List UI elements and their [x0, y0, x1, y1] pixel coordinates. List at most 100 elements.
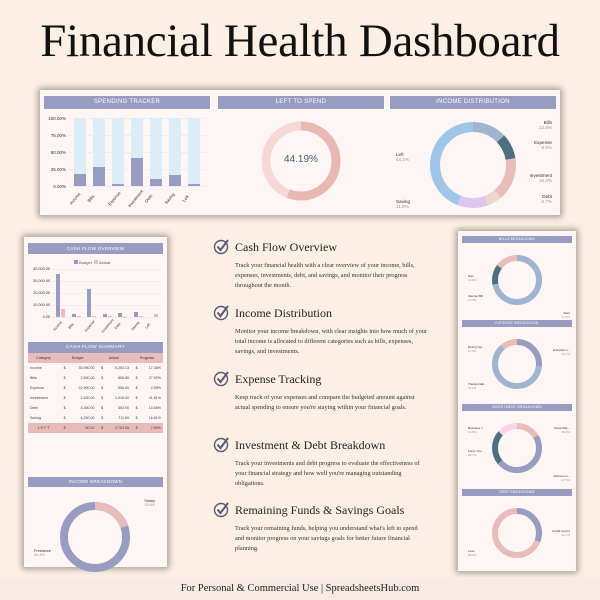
feature-item: Income Distribution Monitor your income b…: [213, 305, 428, 357]
expense-label: Entertainm... 26.7%: [552, 348, 570, 356]
feature-item: Investment & Debt Breakdown Track your in…: [213, 437, 428, 489]
table-row: Income $35,990.00 $6,254.13 $17.38%: [30, 366, 161, 370]
spend-bar-bg: [150, 118, 162, 186]
y-tick: 10,000.00: [33, 303, 50, 307]
col-actual: Actual: [96, 353, 131, 363]
freelance-label: Freelance 80.4%: [34, 549, 51, 557]
x-tick: Left: [181, 194, 190, 203]
expense-label: Transportati... 62.0%: [468, 382, 487, 390]
bills-breakdown-header: BILLS BREAKDOWN: [462, 236, 572, 243]
x-tick: Saving: [163, 191, 176, 206]
income-distribution-donut: [430, 122, 516, 208]
spending-tracker-header: SPENDING TRACKER: [44, 96, 210, 109]
spending-tracker-chart: 100.00% 75.00% 50.00% 25.00% 0.00% Income Bill…: [44, 116, 210, 211]
col-progress: Progress: [130, 353, 163, 363]
spend-bar-bg: [188, 118, 200, 186]
expense-breakdown-header: EXPENSE BREAKDOWN: [462, 320, 572, 327]
cash-flow-summary-header: CASH FLOW SUMMARY: [28, 342, 163, 353]
table-row: Expense $22,990.00 $596.00 $2.59%: [30, 386, 161, 390]
investment-label: Stock Mar... 16.3%: [554, 426, 570, 434]
top-dashboard-card: SPENDING TRACKER 100.00% 75.00% 50.00% 25.0…: [40, 90, 560, 215]
cash-flow-overview-chart: 40,000.00 30,000.00 20,000.00 10,000.00 0.00…: [28, 267, 163, 337]
feature-text: Monitor your income breakdown, with clea…: [235, 328, 428, 355]
bills-label: Rent 71.8%: [561, 311, 570, 319]
bills-breakdown-panel: BILLS BREAKDOWN Gas 14.9% Internet Bill 13.3…: [462, 236, 572, 319]
spend-bar: [131, 157, 143, 186]
feature-text: Track your financial health with a clear…: [235, 262, 415, 289]
y-tick: 20,000.00: [33, 291, 50, 295]
income-label-bills: Bills 12.9%: [538, 120, 552, 130]
feature-item: Cash Flow Overview Track your financial h…: [213, 239, 428, 291]
check-circle-icon: [213, 437, 229, 453]
x-tick: Expense: [107, 190, 122, 207]
overview-legend: Budget Actual: [74, 260, 110, 265]
cash-flow-summary: CASH FLOW SUMMARY Category Budget Actual…: [28, 342, 163, 433]
y-tick: 50.00%: [50, 150, 66, 155]
breakdowns-card: BILLS BREAKDOWN Gas 14.9% Internet Bill 13.3…: [458, 231, 576, 571]
income-label-investment: Investment 16.2%: [529, 173, 552, 183]
feature-title: Cash Flow Overview: [235, 240, 337, 254]
check-circle-icon: [213, 502, 229, 518]
bills-label: Gas 14.9%: [468, 274, 477, 282]
feature-title: Income Distribution: [235, 306, 332, 320]
x-tick: Bills: [86, 193, 96, 204]
spend-bar: [74, 174, 86, 186]
table-row: Saving $4,250.00 $711.69 $16.81%: [30, 416, 161, 420]
debt-breakdown-donut: [492, 508, 542, 558]
expense-breakdown-panel: EXPENSE BREAKDOWN Dining Out 11.3% Entertai…: [462, 320, 572, 400]
left-to-spend-header: LEFT TO SPEND: [218, 96, 384, 109]
investment-breakdown-donut: [492, 423, 542, 473]
table-row-total: L E F T $80.00 $2,763.65 $2.89%: [28, 423, 163, 433]
check-circle-icon: [213, 305, 229, 321]
x-tick: Income: [68, 191, 82, 206]
feature-title: Investment & Debt Breakdown: [235, 438, 386, 452]
left-to-spend-value: 44.19%: [284, 154, 318, 165]
feature-title: Remaining Funds & Savings Goals: [235, 503, 405, 517]
investment-label: Forex Tra... 22.7%: [468, 449, 484, 457]
y-tick: 100.00%: [48, 116, 66, 121]
x-tick: Investment: [126, 188, 145, 209]
income-breakdown-header: INCOME BREAKDOWN: [28, 477, 163, 487]
page-title: Financial Health Dashboard: [40, 15, 560, 67]
table-row: Debt $3,350.00 $353.90 $10.56%: [30, 406, 161, 410]
bills-label: Internet Bill 13.3%: [468, 294, 484, 302]
debt-breakdown-header: DEBT BREAKDOWN: [462, 489, 572, 496]
table-row: Investment $2,430.00 $1,016.00 $41.81%: [30, 396, 161, 400]
footer: For Personal & Commercial Use | Spreadsh…: [0, 577, 600, 600]
investment-breakdown-header: INVESTMENT BREAKDOWN: [462, 404, 572, 411]
spend-bar-bg: [74, 118, 86, 186]
income-breakdown-donut: [60, 502, 130, 572]
feature-item: Expense Tracking Keep track of your expen…: [213, 371, 428, 413]
y-tick: 0.00%: [53, 184, 66, 189]
spending-tracker-panel: SPENDING TRACKER 100.00% 75.00% 50.00% 25.0…: [44, 96, 210, 208]
income-label-debt: Debt 5.7%: [541, 194, 552, 204]
cash-flow-summary-table: Category Budget Actual Progress Income $3…: [28, 353, 163, 433]
feature-title: Expense Tracking: [235, 372, 322, 386]
col-budget: Budget: [59, 353, 97, 363]
expense-label: Dining Out 11.3%: [468, 345, 483, 353]
spend-bar-bg: [112, 118, 124, 186]
col-category: Category: [28, 353, 60, 363]
debt-label: Loan 68.9%: [468, 549, 477, 557]
expense-breakdown-donut: [492, 339, 542, 389]
y-tick: 30,000.00: [33, 279, 50, 283]
check-circle-icon: [213, 239, 229, 255]
spend-bar: [150, 178, 162, 186]
investment-label: Retiremen... 47.5%: [553, 474, 570, 482]
feature-text: Keep track of your expenses and compare …: [235, 394, 415, 411]
spend-bar: [188, 184, 200, 186]
check-circle-icon: [213, 371, 229, 387]
debt-label: Credit Card 2 31.1%: [552, 529, 570, 537]
income-label-expense: Expense 9.5%: [534, 140, 552, 150]
y-tick: 40,000.00: [33, 267, 50, 271]
y-tick: 25.00%: [50, 167, 66, 172]
income-label-saving: Saving 11.5%: [396, 199, 411, 209]
feature-text: Track your remaining funds, helping you …: [235, 525, 418, 552]
y-tick: 0.00: [42, 315, 50, 319]
cash-flow-card: CASH FLOW OVERVIEW Budget Actual 40,000.…: [24, 237, 167, 572]
spend-bar: [93, 167, 105, 186]
investment-label: Business I... 13.5%: [468, 426, 485, 434]
x-tick: Debt: [143, 193, 154, 204]
cash-flow-overview-header: CASH FLOW OVERVIEW: [28, 243, 163, 254]
debt-breakdown-panel: DEBT BREAKDOWN Credit Card 2 31.1% Loan 68.9…: [462, 489, 572, 569]
